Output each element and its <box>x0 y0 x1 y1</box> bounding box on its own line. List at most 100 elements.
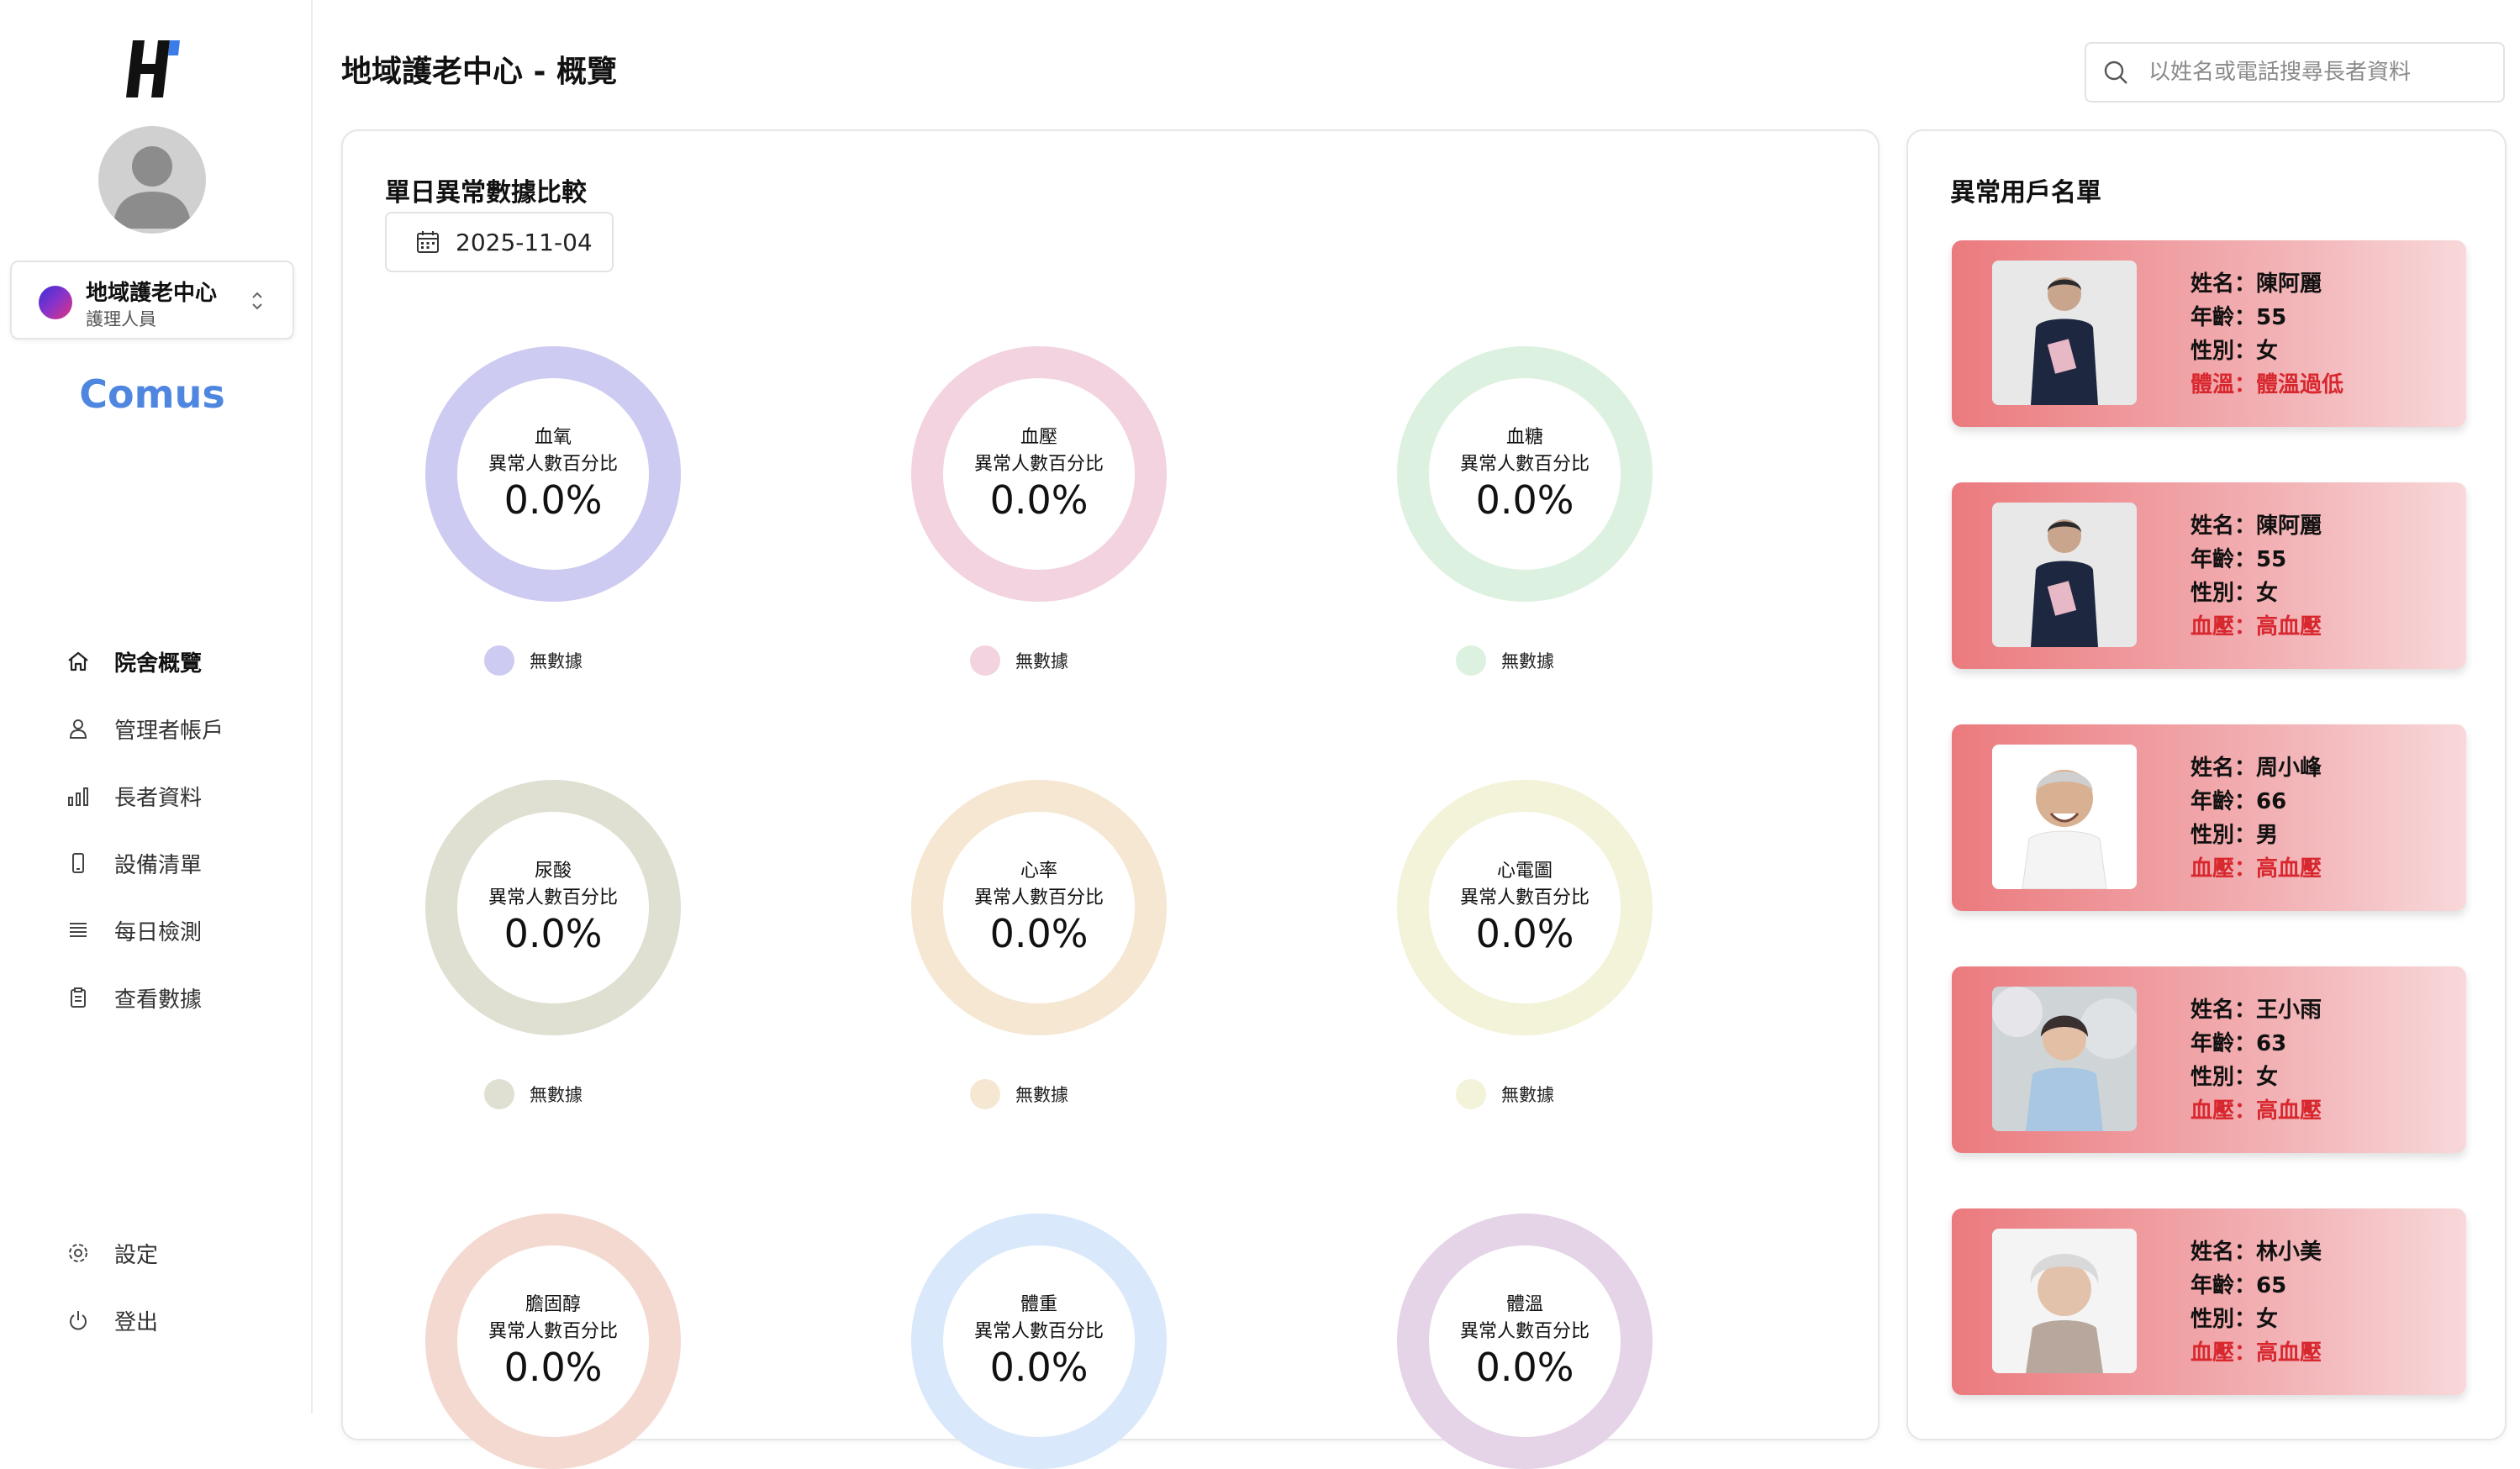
gauge-ring: 心電圖 異常人數百分比 0.0% <box>1397 780 1653 1035</box>
elder-name: 姓名：周小峰 <box>2191 756 2322 781</box>
gauge-ring: 血壓 異常人數百分比 0.0% <box>911 346 1167 602</box>
nav-label: 設備清單 <box>114 852 203 878</box>
gauge-metric: 尿酸 <box>534 861 572 882</box>
elder-photo <box>1992 503 2137 647</box>
elder-info: 姓名：周小峰 年齡：66 性別：男 血壓：高血壓 <box>2191 751 2322 886</box>
gauge-sublabel: 異常人數百分比 <box>1459 1321 1589 1342</box>
elder-gender: 性別：女 <box>2191 339 2279 364</box>
legend-label: 無數據 <box>530 1085 583 1105</box>
elder-info: 姓名：陳阿麗 年齡：55 性別：女 體溫：體溫過低 <box>2191 267 2343 402</box>
abnormal-user-card[interactable]: 姓名：陳阿麗 年齡：55 性別：女 血壓：高血壓 <box>1952 482 2466 669</box>
elder-age: 年齡：55 <box>2191 305 2287 330</box>
bar-chart-icon <box>66 783 91 808</box>
gauge-ring: 尿酸 異常人數百分比 0.0% <box>425 780 681 1035</box>
gauge-value: 0.0% <box>503 477 603 523</box>
gauge-sublabel: 異常人數百分比 <box>1459 454 1589 475</box>
elder-alert: 體溫：體溫過低 <box>2191 372 2344 398</box>
gauge-ring: 血糖 異常人數百分比 0.0% <box>1397 346 1653 602</box>
gauge-blood-pressure: 血壓 異常人數百分比 0.0% 無數據 <box>911 346 1167 676</box>
search-box[interactable] <box>2085 42 2505 103</box>
nav-item-settings[interactable]: 設定 <box>66 1232 158 1274</box>
elder-alert: 血壓：高血壓 <box>2191 1340 2322 1366</box>
abnormal-user-card[interactable]: 姓名：周小峰 年齡：66 性別：男 血壓：高血壓 <box>1952 724 2466 911</box>
date-picker-button[interactable]: 2025-11-04 <box>385 212 614 272</box>
elder-name: 姓名：王小雨 <box>2191 998 2322 1023</box>
elder-photo <box>1992 261 2137 405</box>
abnormal-user-card[interactable]: 姓名：陳阿麗 年齡：55 性別：女 體溫：體溫過低 <box>1952 240 2466 427</box>
person-photo-icon <box>1992 745 2137 889</box>
organization-switcher[interactable]: 地域護老中心 護理人員 <box>10 261 294 340</box>
legend-dot <box>484 1079 514 1109</box>
gauge-metric: 心率 <box>1020 861 1057 882</box>
nav-item-view-data[interactable]: 查看數據 <box>66 977 202 1019</box>
person-photo-icon <box>1992 261 2137 405</box>
abnormal-user-card[interactable]: 姓名：林小美 年齡：65 性別：女 血壓：高血壓 <box>1952 1208 2466 1395</box>
nav-label: 設定 <box>114 1242 159 1268</box>
person-photo-icon <box>1992 1229 2137 1373</box>
user-icon <box>66 716 91 741</box>
elder-photo <box>1992 987 2137 1131</box>
organization-role: 護理人員 <box>86 309 156 329</box>
gauge-metric: 體重 <box>1020 1294 1057 1315</box>
gauge-legend: 無數據 <box>970 1079 1068 1109</box>
gauge-ring: 心率 異常人數百分比 0.0% <box>911 780 1167 1035</box>
nav-item-device-list[interactable]: 設備清單 <box>66 842 202 884</box>
nav-label: 查看數據 <box>114 987 203 1013</box>
elder-age: 年齡：65 <box>2191 1273 2287 1298</box>
elder-age: 年齡：66 <box>2191 789 2287 814</box>
chevron-up-down-icon <box>252 292 262 310</box>
gauge-body-temperature: 體溫 異常人數百分比 0.0% <box>1397 1214 1653 1469</box>
gauge-blood-glucose: 血糖 異常人數百分比 0.0% 無數據 <box>1397 346 1653 676</box>
search-icon <box>2104 61 2127 84</box>
clipboard-icon <box>66 985 91 1010</box>
gauge-metric: 血壓 <box>1020 427 1057 448</box>
legend-dot <box>1456 645 1486 676</box>
gauge-sublabel: 異常人數百分比 <box>488 1321 618 1342</box>
elder-photo <box>1992 1229 2137 1373</box>
gear-icon <box>66 1240 91 1266</box>
nav-item-logout[interactable]: 登出 <box>66 1299 158 1341</box>
gauge-sublabel: 異常人數百分比 <box>973 887 1104 908</box>
avatar[interactable] <box>98 126 206 234</box>
elder-age: 年齡：55 <box>2191 547 2287 572</box>
gauge-weight: 體重 異常人數百分比 0.0% <box>911 1214 1167 1469</box>
legend-dot <box>1456 1079 1486 1109</box>
app-logo[interactable] <box>124 37 182 101</box>
nav-item-overview[interactable]: 院舍概覽 <box>66 640 202 682</box>
gauge-sublabel: 異常人數百分比 <box>488 887 618 908</box>
nav-item-elder-records[interactable]: 長者資料 <box>66 775 202 817</box>
gauge-legend: 無數據 <box>970 645 1068 676</box>
power-icon <box>66 1308 91 1333</box>
gauge-legend: 無數據 <box>1456 1079 1554 1109</box>
abnormal-users-title: 異常用戶名單 <box>1950 178 2101 208</box>
elder-info: 姓名：陳阿麗 年齡：55 性別：女 血壓：高血壓 <box>2191 509 2322 644</box>
elder-alert: 血壓：高血壓 <box>2191 1098 2322 1124</box>
nav-item-admin-accounts[interactable]: 管理者帳戶 <box>66 708 224 750</box>
elder-photo <box>1992 745 2137 889</box>
organization-logo-icon <box>39 286 72 319</box>
gauge-metric: 心電圖 <box>1496 861 1553 882</box>
search-input[interactable] <box>2147 59 2486 86</box>
selected-date: 2025-11-04 <box>456 228 593 256</box>
elder-info: 姓名：林小美 年齡：65 性別：女 血壓：高血壓 <box>2191 1235 2322 1370</box>
nav-item-daily-check[interactable]: 每日檢測 <box>66 909 202 951</box>
gauge-ring: 血氧 異常人數百分比 0.0% <box>425 346 681 602</box>
gauge-metric: 膽固醇 <box>525 1294 581 1315</box>
elder-alert: 血壓：高血壓 <box>2191 614 2322 640</box>
gauge-ring: 體溫 異常人數百分比 0.0% <box>1397 1214 1653 1469</box>
elder-age: 年齡：63 <box>2191 1031 2287 1056</box>
gauge-value: 0.0% <box>989 477 1089 523</box>
elder-gender: 性別：女 <box>2191 581 2279 606</box>
gauge-sublabel: 異常人數百分比 <box>973 454 1104 475</box>
elder-alert: 血壓：高血壓 <box>2191 856 2322 882</box>
abnormal-user-card[interactable]: 姓名：王小雨 年齡：63 性別：女 血壓：高血壓 <box>1952 966 2466 1153</box>
gauge-blood-oxygen: 血氧 異常人數百分比 0.0% 無數據 <box>425 346 681 676</box>
gauge-ring: 體重 異常人數百分比 0.0% <box>911 1214 1167 1469</box>
gauge-legend: 無數據 <box>484 645 583 676</box>
nav-label: 每日檢測 <box>114 919 203 945</box>
person-photo-icon <box>1992 987 2137 1131</box>
phone-icon <box>66 850 91 876</box>
elder-name: 姓名：林小美 <box>2191 1240 2322 1265</box>
elder-gender: 性別：女 <box>2191 1307 2279 1332</box>
nav-label: 院舍概覽 <box>114 650 203 677</box>
